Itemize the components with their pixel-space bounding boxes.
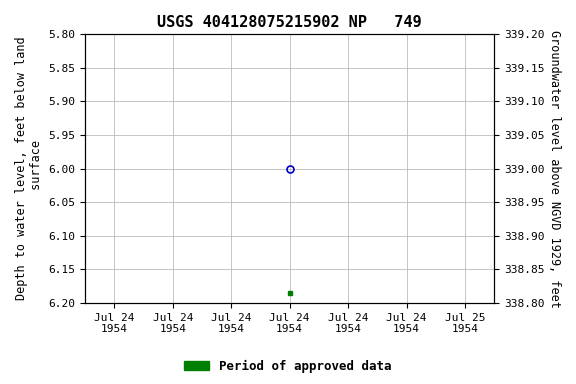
Y-axis label: Depth to water level, feet below land
 surface: Depth to water level, feet below land su… bbox=[15, 37, 43, 300]
Y-axis label: Groundwater level above NGVD 1929, feet: Groundwater level above NGVD 1929, feet bbox=[548, 30, 561, 308]
Legend: Period of approved data: Period of approved data bbox=[179, 355, 397, 378]
Title: USGS 404128075215902 NP   749: USGS 404128075215902 NP 749 bbox=[157, 15, 422, 30]
